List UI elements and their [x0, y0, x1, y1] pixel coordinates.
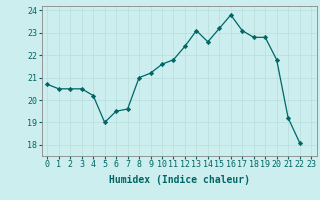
X-axis label: Humidex (Indice chaleur): Humidex (Indice chaleur) [109, 175, 250, 185]
